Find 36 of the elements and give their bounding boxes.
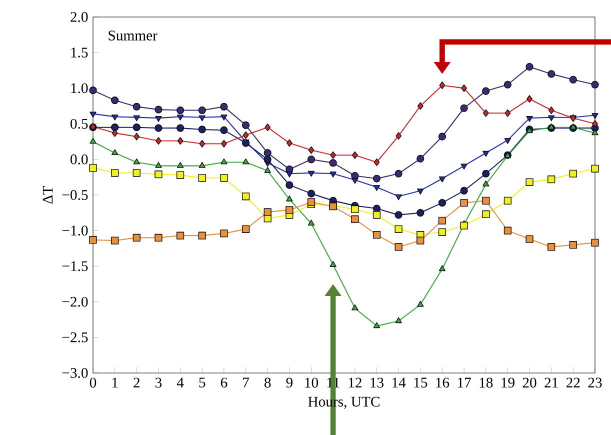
y-tick-label: −1.5 xyxy=(62,261,88,272)
y-tick-label: 2.0 xyxy=(70,12,88,22)
x-tick-label: 15 xyxy=(414,378,428,388)
y-tick-label: 1.5 xyxy=(71,48,88,58)
x-tick-label: 1 xyxy=(112,378,118,388)
x-tick-label: 18 xyxy=(480,378,493,388)
y-tick-label: −2.5 xyxy=(62,332,88,342)
y-tick-label: −2.0 xyxy=(62,296,88,307)
x-tick-label: 12 xyxy=(348,378,362,388)
x-tick-label: 4 xyxy=(176,378,184,388)
x-tick-label: 22 xyxy=(566,378,580,388)
x-tick-label: 14 xyxy=(392,378,406,388)
y-tick-label: 0.5 xyxy=(70,118,88,129)
y-tick-label: −0.5 xyxy=(62,190,88,200)
x-tick-label: 8 xyxy=(264,378,271,388)
y-tick-label: −1.0 xyxy=(62,226,88,236)
x-tick-label: 19 xyxy=(502,378,514,388)
x-tick-label: 23 xyxy=(588,378,602,388)
x-tick-label: 13 xyxy=(370,378,384,388)
x-tick-label: 10 xyxy=(305,378,318,388)
y-tick-label: 1.0 xyxy=(71,83,88,94)
y-tick-label: 0.0 xyxy=(70,154,88,164)
x-tick-label: 16 xyxy=(436,378,450,388)
x-tick-label: 5 xyxy=(199,378,206,388)
annotation: Summer xyxy=(108,30,158,40)
x-tick-label: 0 xyxy=(90,378,96,388)
x-tick-label: 17 xyxy=(458,378,471,388)
x-tick-label: 9 xyxy=(286,378,293,388)
x-tick-label: 6 xyxy=(220,378,228,388)
x-tick-label: 7 xyxy=(243,378,250,388)
x-tick-label: 20 xyxy=(522,378,536,388)
y-axis-title: ΔT xyxy=(42,186,53,204)
x-tick-label: 3 xyxy=(156,378,162,388)
x-tick-label: 21 xyxy=(544,378,558,388)
x-tick-label: 2 xyxy=(134,378,140,388)
y-tick-label: −3.0 xyxy=(62,368,88,378)
